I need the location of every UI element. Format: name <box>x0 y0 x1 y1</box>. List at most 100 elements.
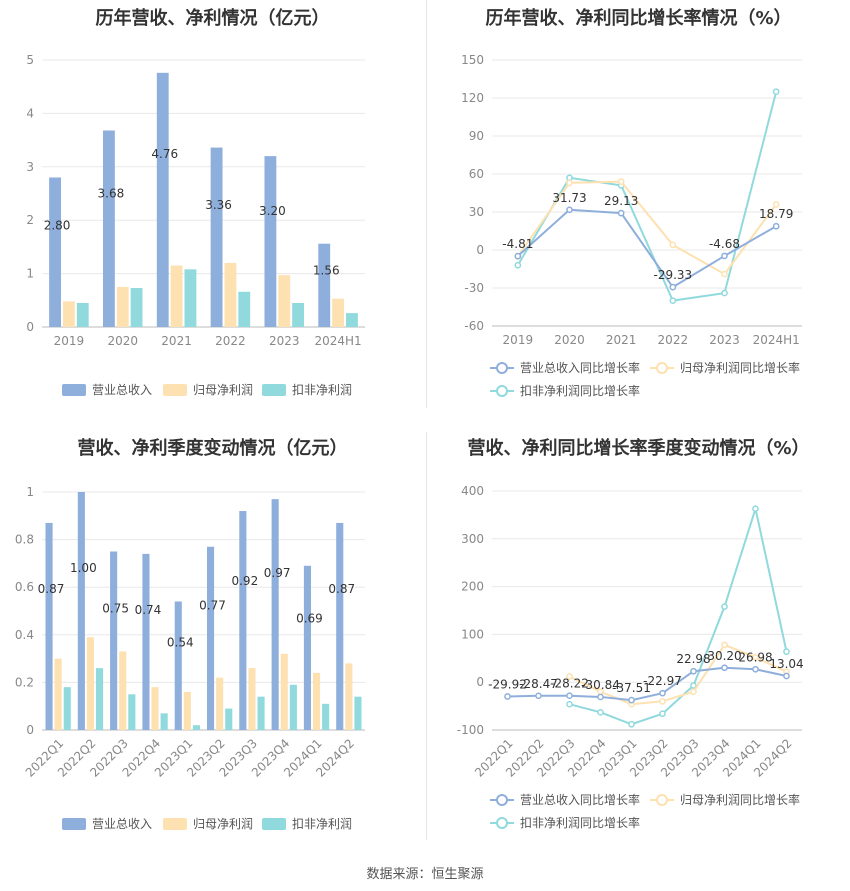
y-tick-label: -60 <box>464 319 484 333</box>
data-label: -37.51 <box>612 681 651 695</box>
series-line <box>569 504 788 726</box>
bar <box>238 291 251 327</box>
bar <box>303 565 311 730</box>
bar <box>183 691 191 730</box>
bar <box>77 492 85 730</box>
series-line <box>517 208 777 289</box>
data-point <box>721 641 728 649</box>
bar <box>142 553 150 730</box>
data-point <box>669 297 677 305</box>
legend-swatch <box>262 384 286 396</box>
data-point <box>535 692 542 700</box>
y-tick-label: 0 <box>26 723 34 737</box>
y-tick-label: 400 <box>461 484 484 498</box>
data-label: -22.97 <box>643 674 682 688</box>
y-tick-label: 5 <box>26 53 34 67</box>
legend-label: 归母净利润同比增长率 <box>680 792 800 807</box>
bar <box>264 156 277 327</box>
bar <box>336 522 344 730</box>
divider-vertical-top <box>426 0 427 408</box>
legend-label: 扣非净利润 <box>292 817 352 831</box>
data-point <box>721 252 728 260</box>
bar <box>225 708 233 730</box>
data-label: 26.98 <box>738 650 772 664</box>
data-point <box>566 179 573 187</box>
bar <box>345 663 353 730</box>
data-label: -28.47 <box>519 677 558 691</box>
data-point <box>566 692 573 700</box>
data-label: 0.87 <box>38 582 65 596</box>
legend-marker <box>656 362 668 374</box>
legend-label: 归母净利润同比增长率 <box>680 360 800 375</box>
data-label: 2.80 <box>44 218 71 232</box>
x-tick-label: 2019 <box>54 334 85 348</box>
legend-swatch <box>163 384 187 396</box>
legend-marker <box>496 385 508 397</box>
data-label: 0.54 <box>167 636 194 650</box>
x-tick-label: 2020 <box>107 334 138 348</box>
bar <box>278 275 291 327</box>
data-label: 29.13 <box>604 194 638 208</box>
y-tick-label: 0.4 <box>15 628 34 642</box>
quarterly-growth-rate-chart: 营收、净利同比增长率季度变动情况（%） -100 0 100 200 300 400 -29… <box>427 426 850 846</box>
chart-svg: -100 0 100 200 300 400 -29.92-28.47-28.22-30.8… <box>457 484 804 830</box>
legend-swatch <box>62 818 86 830</box>
y-tick-label: -100 <box>457 723 484 737</box>
bar <box>322 703 330 730</box>
bar <box>239 511 247 730</box>
series-line <box>507 666 787 702</box>
x-tick-label: 2021 <box>606 333 637 347</box>
data-label: -29.92 <box>488 678 527 692</box>
legend-label: 营业总收入同比增长率 <box>520 792 640 807</box>
y-tick-label: 300 <box>461 532 484 546</box>
bar <box>96 668 104 730</box>
y-tick-label: 0 <box>476 675 484 689</box>
data-label: -28.22 <box>550 677 589 691</box>
data-label: 0.97 <box>264 566 291 580</box>
bar <box>128 694 136 730</box>
bar <box>49 177 61 327</box>
y-tick-label: 0 <box>476 243 484 257</box>
bar <box>289 684 297 730</box>
x-tick-label: 2023 <box>269 334 300 348</box>
bar <box>156 72 169 327</box>
legend-label: 归母净利润 <box>193 383 253 397</box>
data-label: 0.69 <box>296 611 323 625</box>
legend-label: 扣非净利润同比增长率 <box>520 383 640 398</box>
data-point <box>628 720 635 728</box>
x-tick-label: 2020 <box>554 333 585 347</box>
bar <box>224 262 237 327</box>
y-tick-label: 200 <box>461 580 484 594</box>
data-point <box>772 201 780 208</box>
bar <box>110 551 118 730</box>
data-point <box>721 603 728 611</box>
bar <box>174 601 182 730</box>
y-tick-label: 30 <box>469 205 484 219</box>
data-point <box>659 689 666 697</box>
legend-marker <box>496 817 508 829</box>
data-label: 1.56 <box>313 263 340 277</box>
bar <box>318 243 331 327</box>
chart-title: 历年营收、净利情况（亿元） <box>95 8 330 29</box>
chart-title: 历年营收、净利同比增长率情况（%） <box>485 8 792 29</box>
bar <box>160 713 168 730</box>
y-tick-label: 3 <box>26 160 34 174</box>
bar <box>292 302 305 327</box>
bar <box>216 677 224 730</box>
bar <box>206 546 215 730</box>
data-point <box>597 693 604 701</box>
bar <box>54 658 62 730</box>
data-point <box>514 252 522 260</box>
data-source: 数据来源：恒生聚源 <box>366 867 484 882</box>
data-point <box>566 700 573 708</box>
data-point <box>721 289 728 297</box>
x-tick-label: 2023 <box>709 333 740 347</box>
y-tick-label: 0.8 <box>15 533 34 547</box>
legend-marker <box>496 362 508 374</box>
divider-vertical-bottom <box>426 432 427 840</box>
y-tick-label: 120 <box>461 91 484 105</box>
data-point <box>669 241 677 249</box>
y-tick-label: 1 <box>26 267 34 281</box>
quarterly-revenue-profit-chart: 营收、净利季度变动情况（亿元） 0 0.2 0.4 0.6 0.8 1 0.87 1.00 0.… <box>0 426 425 846</box>
y-tick-label: 0.6 <box>15 580 34 594</box>
